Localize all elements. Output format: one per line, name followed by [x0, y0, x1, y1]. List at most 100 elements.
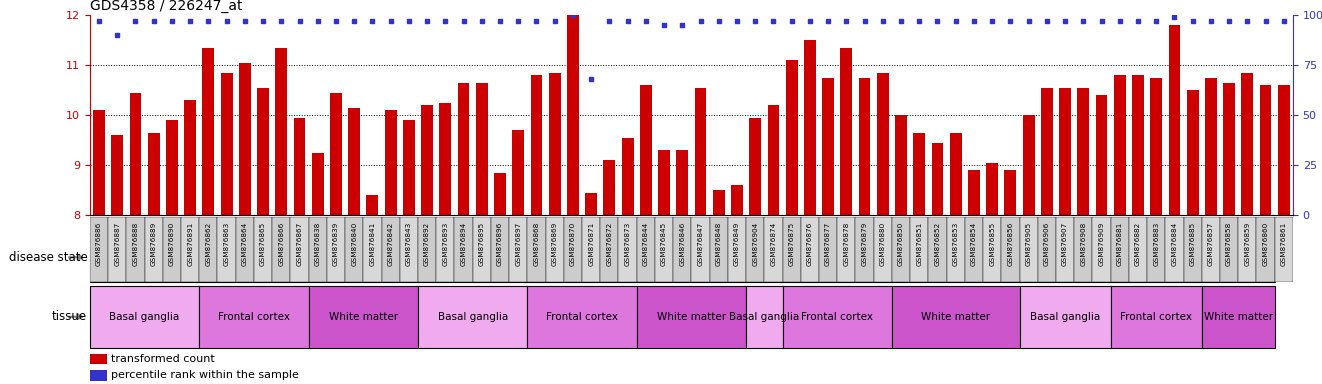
Text: GSM876873: GSM876873: [624, 222, 631, 266]
Text: disease state: disease state: [8, 251, 87, 264]
Bar: [1129, 217, 1147, 282]
Bar: [673, 217, 691, 282]
Bar: [1019, 232, 1274, 282]
Bar: [1147, 217, 1165, 282]
Bar: [600, 217, 619, 282]
Bar: [910, 217, 928, 282]
Bar: [439, 103, 451, 215]
Bar: [746, 217, 764, 282]
Text: GSM876874: GSM876874: [771, 222, 776, 266]
Bar: [895, 115, 907, 215]
Bar: [1260, 85, 1272, 215]
Bar: [785, 60, 797, 215]
Bar: [654, 217, 673, 282]
Text: Frontal cortex: Frontal cortex: [218, 312, 290, 322]
Text: GSM876881: GSM876881: [1117, 222, 1122, 266]
Point: [653, 22, 674, 28]
Point: [981, 18, 1002, 25]
Bar: [855, 217, 874, 282]
Point: [908, 18, 929, 25]
Point: [1091, 18, 1112, 25]
Text: GSM876852: GSM876852: [935, 222, 940, 266]
Bar: [1241, 73, 1253, 215]
Bar: [90, 286, 200, 348]
Point: [253, 18, 274, 25]
Text: GSM876840: GSM876840: [352, 222, 357, 266]
Bar: [783, 286, 892, 348]
Bar: [914, 132, 925, 215]
Text: GSM876860: GSM876860: [1263, 222, 1269, 266]
Bar: [530, 75, 542, 215]
Point: [362, 18, 383, 25]
Bar: [1165, 217, 1183, 282]
Bar: [93, 110, 104, 215]
Bar: [549, 73, 561, 215]
Point: [580, 76, 602, 82]
Point: [471, 18, 492, 25]
Bar: [582, 217, 600, 282]
Bar: [457, 83, 469, 215]
Bar: [399, 217, 418, 282]
Bar: [876, 73, 888, 215]
Bar: [345, 217, 364, 282]
Text: GSM876893: GSM876893: [443, 222, 448, 266]
Point: [180, 18, 201, 25]
Text: GSM876853: GSM876853: [953, 222, 958, 266]
Point: [1182, 18, 1203, 25]
Text: White matter: White matter: [657, 312, 726, 322]
Bar: [509, 217, 527, 282]
Bar: [148, 132, 160, 215]
Bar: [677, 150, 689, 215]
Point: [198, 18, 219, 25]
Bar: [473, 217, 490, 282]
Bar: [1019, 217, 1038, 282]
Bar: [254, 217, 272, 282]
Bar: [1187, 90, 1199, 215]
Point: [1018, 18, 1039, 25]
Bar: [586, 193, 598, 215]
Bar: [308, 286, 418, 348]
Text: GSM876867: GSM876867: [296, 222, 303, 266]
Bar: [822, 78, 834, 215]
Point: [398, 18, 419, 25]
Point: [1128, 18, 1149, 25]
Text: Basal ganglia: Basal ganglia: [1030, 312, 1100, 322]
Text: GSM876851: GSM876851: [916, 222, 923, 266]
Point: [1273, 18, 1294, 25]
Text: GSM876847: GSM876847: [698, 222, 703, 266]
Bar: [820, 217, 837, 282]
Bar: [308, 217, 327, 282]
Text: GSM876843: GSM876843: [406, 222, 412, 266]
Bar: [1114, 75, 1125, 215]
Bar: [986, 163, 998, 215]
Bar: [235, 217, 254, 282]
Point: [161, 18, 182, 25]
Bar: [841, 48, 853, 215]
Bar: [436, 217, 455, 282]
Bar: [111, 135, 123, 215]
Text: GSM876871: GSM876871: [588, 222, 594, 266]
Text: GSM876839: GSM876839: [333, 222, 338, 266]
Point: [489, 18, 510, 25]
Bar: [694, 88, 706, 215]
Bar: [1274, 217, 1293, 282]
Point: [599, 18, 620, 25]
Text: GSM876848: GSM876848: [715, 222, 722, 266]
Text: GSM876886: GSM876886: [97, 222, 102, 266]
Point: [763, 18, 784, 25]
Bar: [968, 170, 980, 215]
Bar: [1038, 217, 1056, 282]
Text: GSM876905: GSM876905: [1026, 222, 1031, 266]
Text: percentile rank within the sample: percentile rank within the sample: [111, 370, 299, 381]
Bar: [731, 185, 743, 215]
Point: [1055, 18, 1076, 25]
Text: GSM876908: GSM876908: [1080, 222, 1087, 266]
Bar: [1092, 217, 1110, 282]
Bar: [1005, 170, 1017, 215]
Bar: [691, 217, 710, 282]
Bar: [746, 232, 1019, 282]
Text: GSM876864: GSM876864: [242, 222, 247, 266]
Bar: [200, 286, 308, 348]
Bar: [200, 217, 218, 282]
Text: GSM876877: GSM876877: [825, 222, 832, 266]
